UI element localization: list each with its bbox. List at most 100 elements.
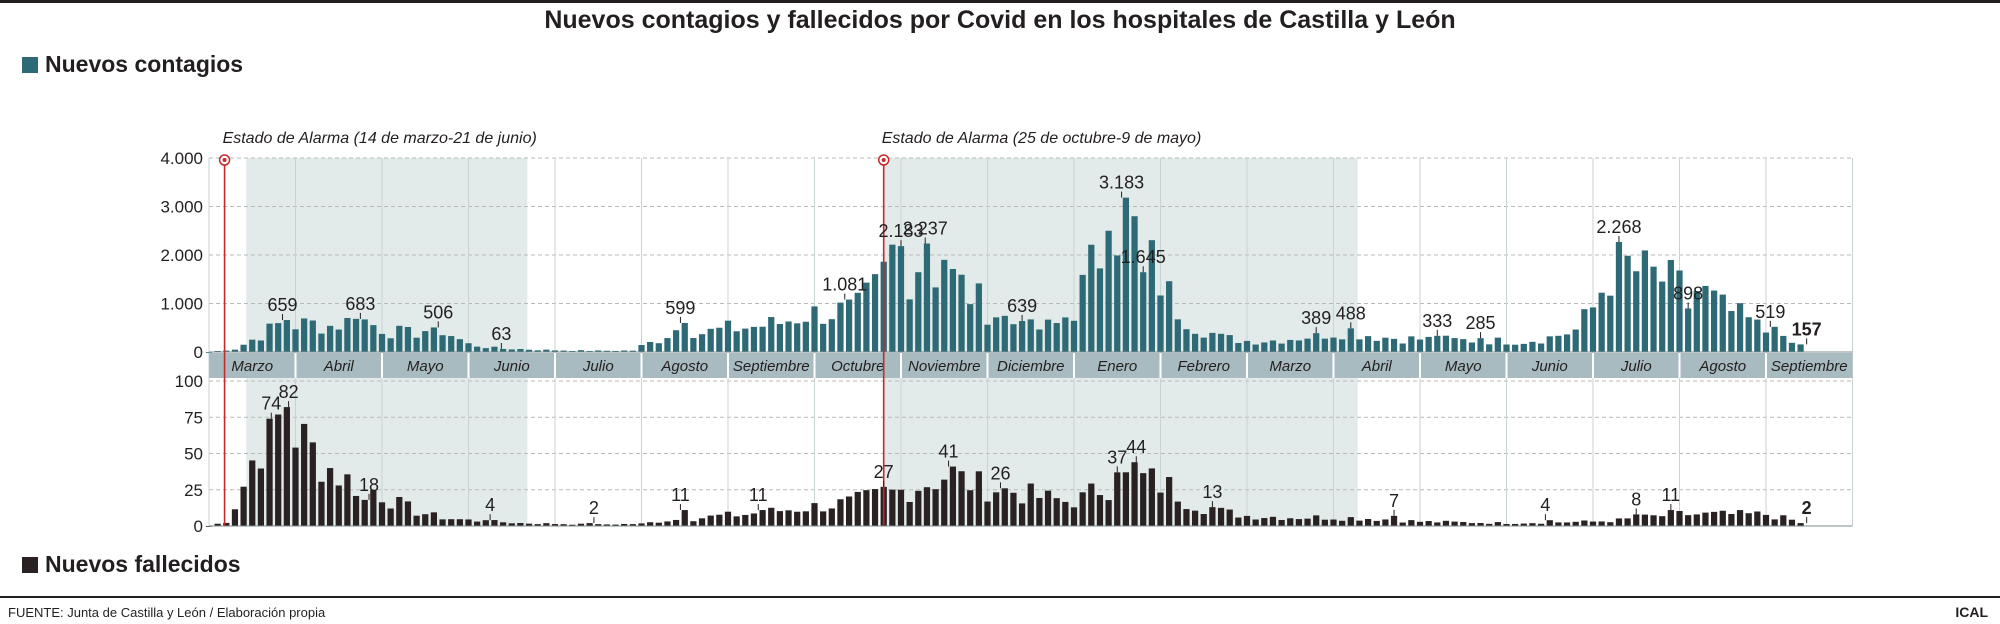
cases-bar: [1615, 242, 1623, 352]
cases-bar: [318, 333, 325, 352]
cases-bar: [603, 350, 611, 352]
deaths-bar: [1598, 521, 1605, 526]
cases-bar: [1243, 340, 1251, 352]
deaths-bar: [1304, 518, 1311, 526]
deaths-bar: [361, 499, 368, 526]
month-label: Mayo: [407, 358, 444, 375]
deaths-bar: [1659, 516, 1666, 526]
cases-bar: [1001, 315, 1008, 352]
deaths-y-tick: 25: [184, 481, 203, 500]
cases-bar: [716, 327, 723, 352]
cases-bar: [1667, 259, 1674, 352]
deaths-data-label: 11: [671, 485, 690, 505]
deaths-bar: [932, 489, 939, 526]
deaths-bar: [828, 508, 835, 526]
cases-bar: [1148, 240, 1155, 352]
cases-bar: [1520, 343, 1527, 352]
cases-bar: [1780, 335, 1787, 352]
month-label: Febrero: [1177, 358, 1230, 375]
cases-bar: [1235, 343, 1242, 352]
deaths-bar: [621, 523, 628, 526]
deaths-bar: [344, 474, 351, 526]
month-label: Marzo: [231, 358, 273, 375]
cases-bar: [1736, 303, 1744, 352]
cases-bar: [664, 338, 671, 352]
cases-bar: [1226, 335, 1233, 352]
deaths-bar: [1650, 515, 1657, 526]
deaths-bar: [413, 515, 420, 526]
legend-cases-swatch: [22, 56, 38, 73]
deaths-bar: [1728, 514, 1735, 526]
deaths-bar: [811, 503, 818, 526]
cases-bar: [941, 259, 948, 352]
cases-bar: [1018, 321, 1026, 352]
deaths-bar: [1079, 492, 1086, 526]
cases-bar: [1416, 339, 1424, 352]
deaths-bar: [1520, 523, 1527, 526]
deaths-bar: [1503, 524, 1510, 526]
deaths-bar: [794, 511, 801, 526]
cases-bar: [1295, 340, 1303, 352]
cases-bar: [214, 350, 221, 352]
legend-cases-label: Nuevos contagios: [45, 51, 244, 77]
deaths-bar: [923, 487, 931, 526]
deaths-data-label: 41: [939, 442, 959, 462]
cases-bar: [984, 324, 991, 352]
deaths-bar: [1451, 521, 1458, 526]
deaths-bar: [967, 490, 974, 526]
deaths-bar: [231, 509, 239, 526]
cases-bar: [1036, 329, 1043, 352]
deaths-bar: [586, 523, 593, 526]
deaths-bar: [491, 520, 498, 526]
cases-bar: [1546, 336, 1553, 352]
deaths-bar: [214, 523, 221, 526]
deaths-bar: [352, 495, 360, 526]
cases-bar: [1797, 344, 1804, 352]
month-label: Octubre: [831, 358, 884, 375]
deaths-bar: [266, 418, 273, 526]
cases-bar: [1451, 338, 1458, 352]
deaths-bar: [1425, 521, 1432, 526]
cases-bar: [1174, 319, 1181, 352]
cases-bar: [759, 326, 766, 352]
cases-bar: [577, 350, 585, 352]
cases-bar: [1477, 338, 1484, 352]
cases-bar: [690, 337, 697, 352]
cases-bar: [1563, 334, 1571, 352]
deaths-bar: [326, 468, 334, 526]
deaths-data-label: 11: [749, 485, 768, 505]
cases-bar: [499, 348, 507, 352]
deaths-bar: [1408, 520, 1415, 526]
deaths-bar: [750, 513, 758, 526]
deaths-bar: [975, 471, 982, 526]
cases-bar: [387, 338, 394, 352]
cases-data-label: 639: [1007, 296, 1037, 316]
cases-bar: [1460, 339, 1467, 352]
cases-bar: [1217, 333, 1225, 352]
cases-bar: [1434, 335, 1441, 352]
deaths-data-label: 13: [1202, 482, 1222, 502]
deaths-bar: [292, 447, 299, 526]
month-label: Enero: [1097, 358, 1137, 375]
deaths-bar: [1512, 523, 1519, 526]
cases-bar: [742, 328, 749, 352]
deaths-data-label: 82: [279, 382, 299, 402]
deaths-bar: [1148, 468, 1155, 526]
deaths-bar: [1572, 521, 1579, 526]
cases-bar: [595, 350, 602, 352]
deaths-data-label: 4: [1540, 495, 1550, 515]
deaths-bar: [1434, 522, 1441, 526]
cases-data-label: 63: [491, 324, 511, 344]
cases-bar: [811, 306, 818, 352]
deaths-bar: [517, 522, 524, 526]
cases-y-tick: 1.000: [160, 295, 203, 314]
cases-bar: [352, 318, 360, 352]
cases-bar: [1650, 266, 1657, 352]
cases-bar: [266, 323, 273, 352]
deaths-bar: [638, 523, 645, 526]
deaths-bar: [1477, 523, 1484, 526]
cases-bar: [1468, 342, 1476, 352]
cases-bar: [508, 349, 515, 352]
cases-bar: [1512, 344, 1519, 352]
deaths-bar: [1339, 520, 1346, 526]
